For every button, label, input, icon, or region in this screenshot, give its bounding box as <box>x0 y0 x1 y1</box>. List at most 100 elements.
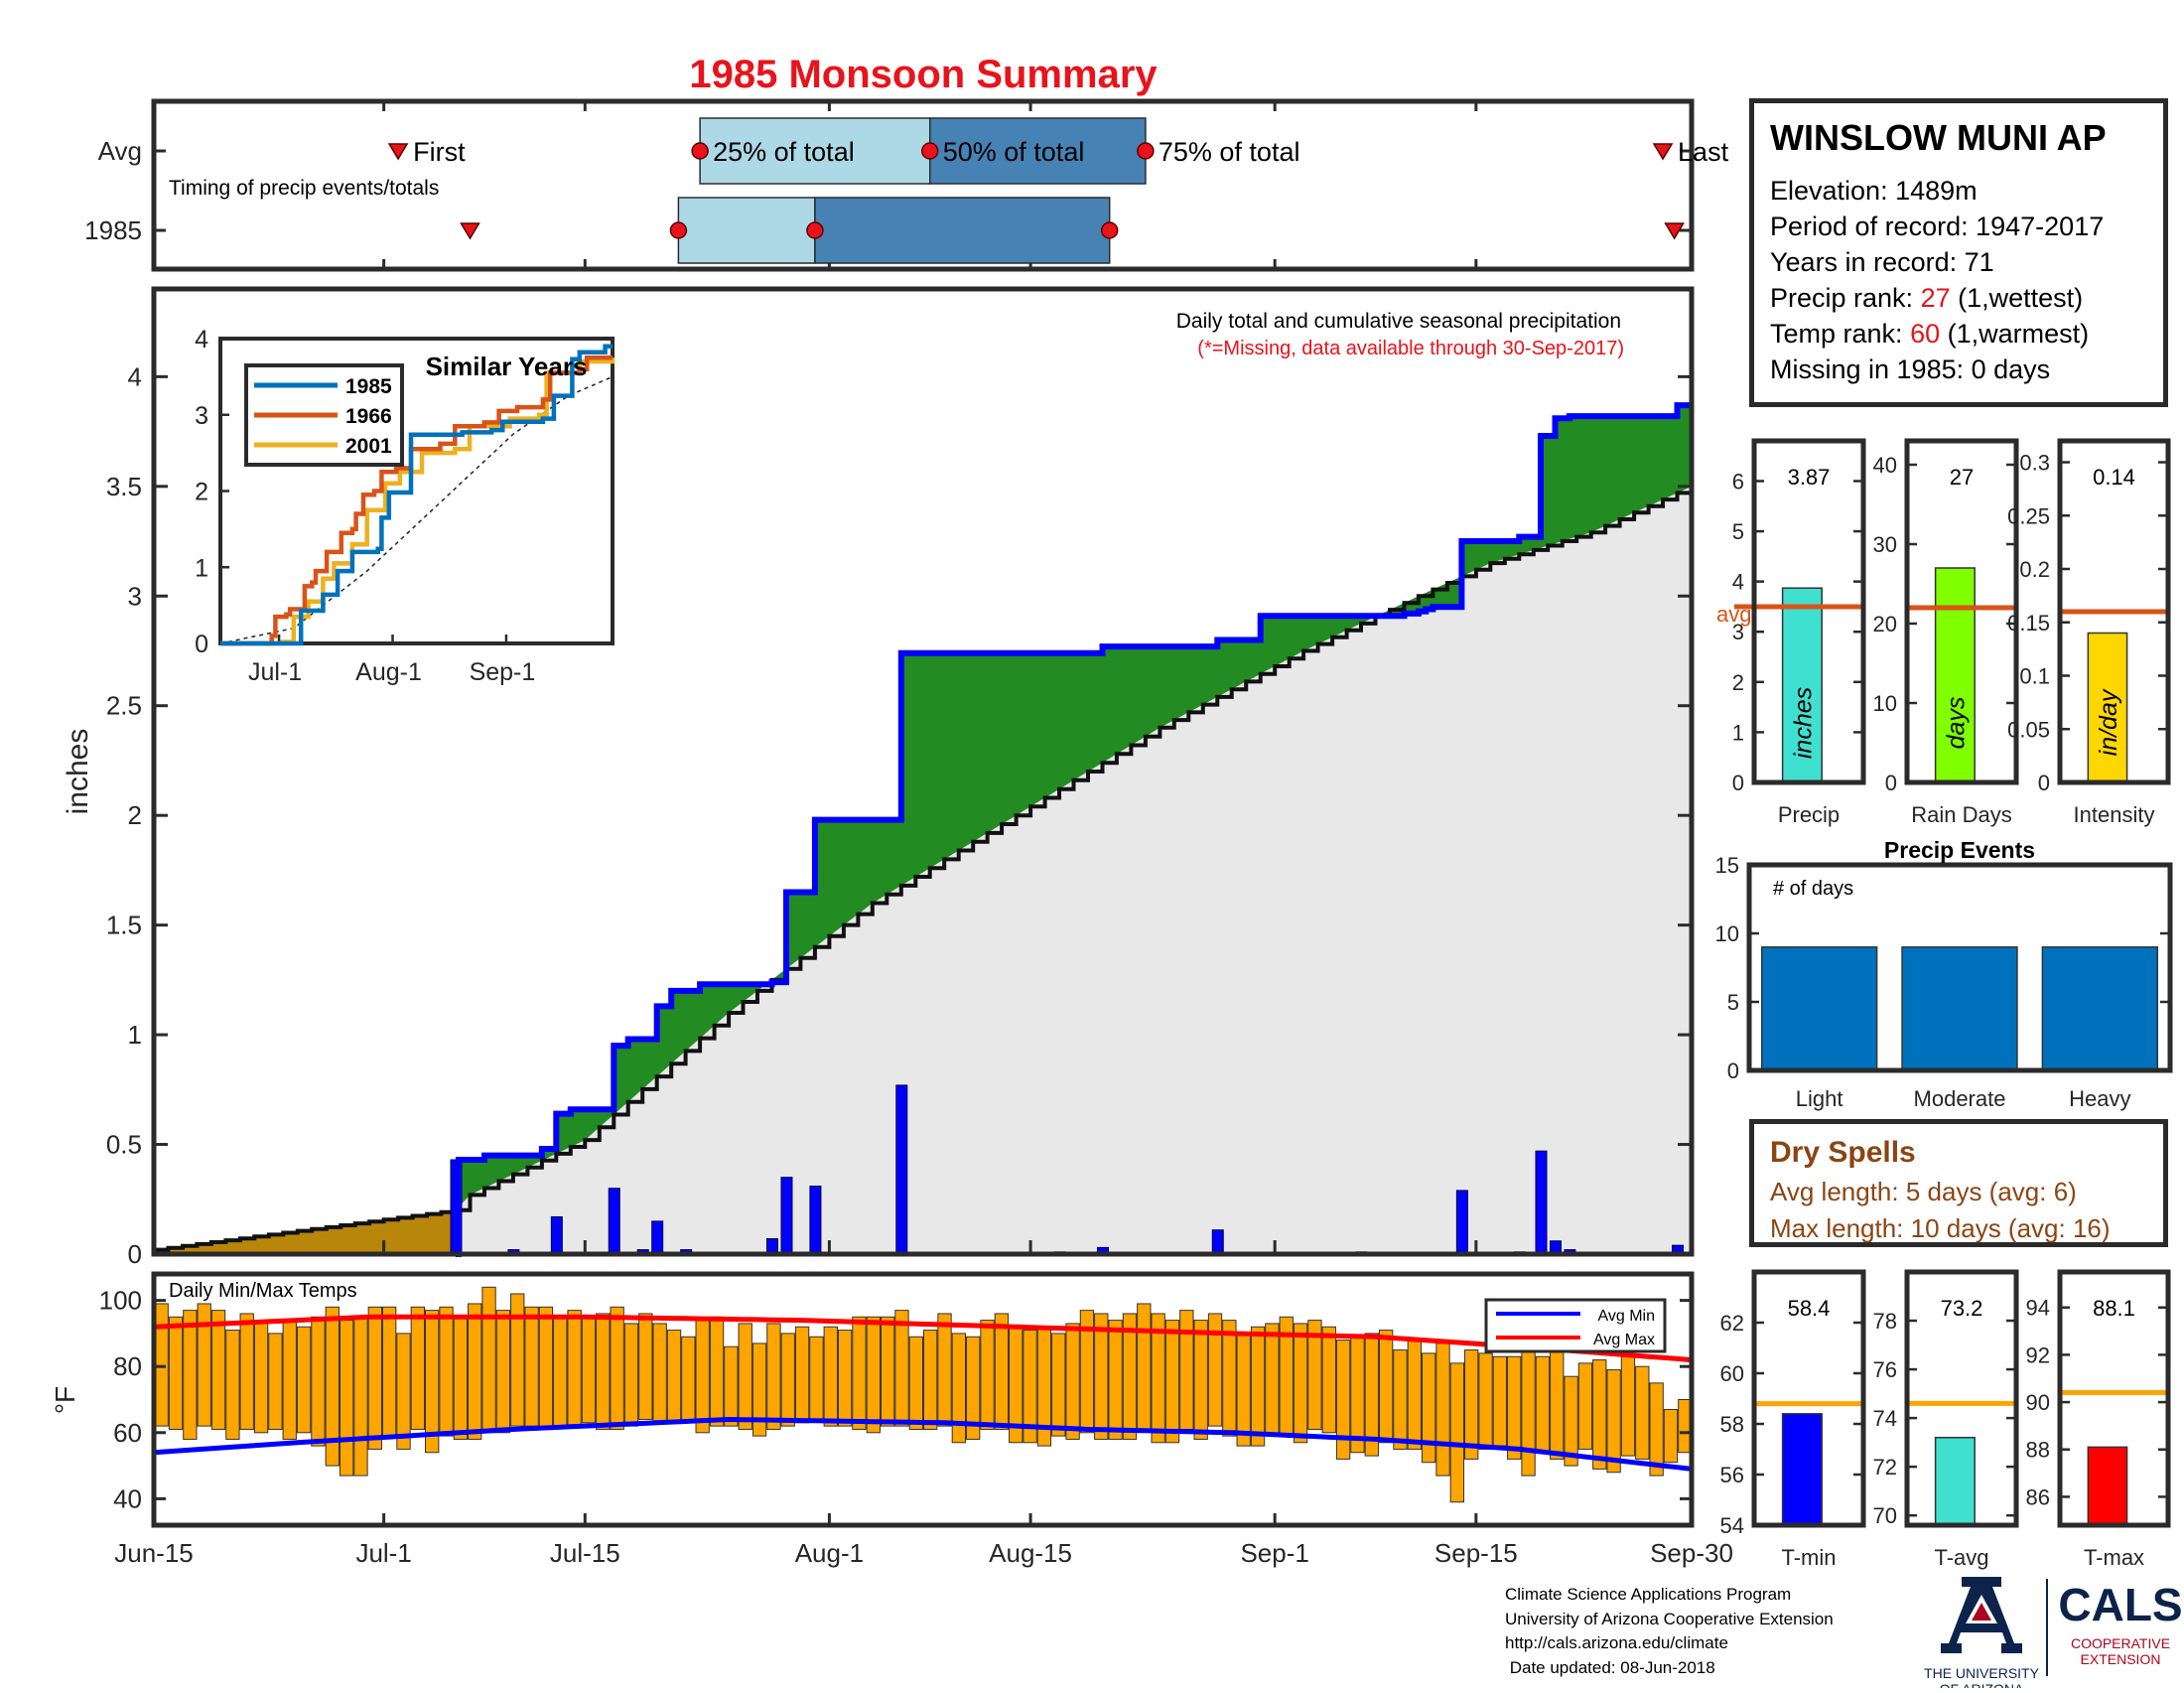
season-t-max-y-tick-label: 88 <box>2026 1438 2050 1463</box>
daily-temp-bar <box>1250 1326 1266 1447</box>
cumulative-1985-line <box>455 402 1692 1257</box>
similar-legend-label-1966: 1966 <box>345 405 392 428</box>
timing-annotation: Timing of precip events/totals <box>169 177 439 200</box>
credits-line-4: Date updated: 08-Jun-2018 <box>1505 1657 1715 1677</box>
credits-line-1: Climate Science Applications Program <box>1505 1585 1792 1604</box>
daily-temp-bar <box>937 1313 952 1427</box>
daily-temp-bar <box>1449 1362 1465 1503</box>
daily-temp-bar <box>1577 1362 1593 1450</box>
daily-temp-bar <box>1307 1320 1322 1430</box>
avg-max-line <box>153 1314 1693 1363</box>
similar-series-1985 <box>220 344 613 646</box>
temps-legend-box <box>1484 1298 1667 1353</box>
daily-temp-bar <box>1507 1355 1522 1460</box>
season-t-avg-frame <box>1904 1269 2019 1528</box>
season-t-avg-y-tick-label: 72 <box>1873 1455 1897 1480</box>
precip-annotation: Daily total and cumulative seasonal prec… <box>1176 310 1621 333</box>
events-annotation: # of days <box>1773 878 1853 900</box>
daily-temp-bar <box>994 1313 1010 1430</box>
daily-precip-bar <box>1211 1229 1224 1255</box>
season-t-min-y-tick-label: 62 <box>1720 1311 1744 1336</box>
events-bar-light <box>1760 946 1878 1071</box>
daily-temp-bar <box>908 1336 924 1430</box>
timing-avg-box-25-50 <box>699 117 931 185</box>
daily-temp-bar <box>225 1330 240 1440</box>
daily-temp-bar <box>780 1333 795 1427</box>
daily-temp-bar <box>1051 1333 1066 1437</box>
season-t-min-frame <box>1751 1269 1866 1528</box>
daily-temp-bar <box>253 1320 269 1434</box>
temps-annotation-bg <box>167 1277 383 1303</box>
temps-x-tick-label: Sep-15 <box>1434 1538 1518 1568</box>
season-t-min-y-tick-label: 58 <box>1720 1412 1744 1437</box>
daily-temp-bar <box>1407 1340 1422 1450</box>
daily-temp-bar <box>1122 1313 1138 1440</box>
ua-logo-line-1: THE UNIVERSITY <box>1924 1665 2040 1681</box>
daily-temp-bar <box>325 1306 340 1467</box>
precip-panel-frame <box>151 286 1695 1257</box>
season-precip-y-tick-label: 3 <box>1732 620 1744 644</box>
credits-block: Climate Science Applications Program Uni… <box>1505 1583 1834 1680</box>
daily-temp-bar <box>1321 1326 1336 1434</box>
timing-avg-marker-p50 <box>920 142 939 160</box>
daily-temp-bar <box>210 1310 226 1430</box>
daily-temp-bar <box>610 1306 624 1430</box>
avg-min-line <box>153 1416 1693 1472</box>
season-intensity-y-tick-label: 0.2 <box>2019 557 2050 582</box>
daily-temp-bar <box>1635 1365 1650 1460</box>
season-t-max-y-tick-label: 92 <box>2026 1342 2050 1367</box>
season-precip-y-tick-label: 1 <box>1732 720 1744 745</box>
daily-temp-bar <box>1151 1313 1165 1444</box>
events-bar-heavy <box>2041 946 2159 1071</box>
precip-y-tick-label: 1 <box>128 1020 142 1050</box>
daily-temp-bar <box>1236 1333 1251 1447</box>
daily-temp-bar <box>425 1310 440 1454</box>
daily-temp-bar <box>1094 1313 1109 1440</box>
daily-temp-bar <box>1222 1320 1237 1437</box>
avg-cumulative-area <box>154 486 1692 1254</box>
season-intensity-y-tick-label: 0.15 <box>2007 611 2050 635</box>
daily-temp-bar <box>666 1330 682 1424</box>
daily-temp-bar <box>623 1323 639 1427</box>
daily-temp-bar <box>381 1306 397 1437</box>
season-intensity-value-label: 0.14 <box>2093 465 2135 490</box>
daily-temp-bar <box>1364 1333 1379 1457</box>
precip-y-tick-label: 1.5 <box>106 911 142 940</box>
events-y-tick-label: 10 <box>1715 921 1739 946</box>
daily-temp-bar <box>1164 1320 1180 1444</box>
season-rain-days-category-label: Rain Days <box>1911 802 2011 827</box>
daily-temp-bar <box>951 1333 967 1444</box>
timing-label-last: Last <box>1678 137 1729 167</box>
daily-temp-bar <box>268 1333 283 1430</box>
precip-rank-value: 27 <box>1920 283 1951 313</box>
similar-average-line <box>219 375 614 644</box>
season-t-max-y-tick-label: 90 <box>2026 1390 2050 1415</box>
similar-y-tick-label: 0 <box>195 631 208 658</box>
cals-logo-wordmark: CALS <box>2058 1579 2182 1630</box>
daily-temp-bar <box>1464 1349 1479 1460</box>
temps-y-axis-label: °F <box>50 1386 80 1414</box>
credits-line-2: University of Arizona Cooperative Extens… <box>1505 1609 1834 1628</box>
precip-y-tick-label: 2.5 <box>106 691 142 721</box>
figure-title: 1985 Monsoon Summary <box>689 53 1158 96</box>
season-t-max-category-label: T-max <box>2084 1545 2144 1570</box>
similar-y-tick-label: 4 <box>195 326 208 353</box>
station-elevation: Elevation: 1489m <box>1770 176 1978 206</box>
daily-temp-bar <box>1564 1375 1578 1467</box>
daily-temp-bar <box>695 1320 710 1434</box>
season-intensity-frame <box>2057 438 2171 785</box>
similar-years-title: Similar Years <box>426 352 588 381</box>
daily-temp-bar <box>1335 1340 1351 1460</box>
season-t-avg-y-tick-label: 74 <box>1873 1406 1897 1431</box>
precip-y-tick-label: 3.5 <box>106 472 142 501</box>
events-category-heavy: Heavy <box>2069 1086 2130 1111</box>
similar-legend-label-2001: 2001 <box>345 435 392 458</box>
season-t-avg-y-tick-label: 70 <box>1873 1503 1897 1528</box>
timing-year-marker-first <box>460 222 480 240</box>
precip-rank-prefix: Precip rank: <box>1770 283 1921 313</box>
daily-temp-bar <box>1293 1323 1308 1444</box>
daily-temp-bar <box>495 1310 511 1434</box>
daily-temp-bar <box>738 1323 752 1430</box>
timing-label-50: 50% of total <box>943 137 1085 167</box>
timing-year-marker-p25 <box>669 221 688 239</box>
